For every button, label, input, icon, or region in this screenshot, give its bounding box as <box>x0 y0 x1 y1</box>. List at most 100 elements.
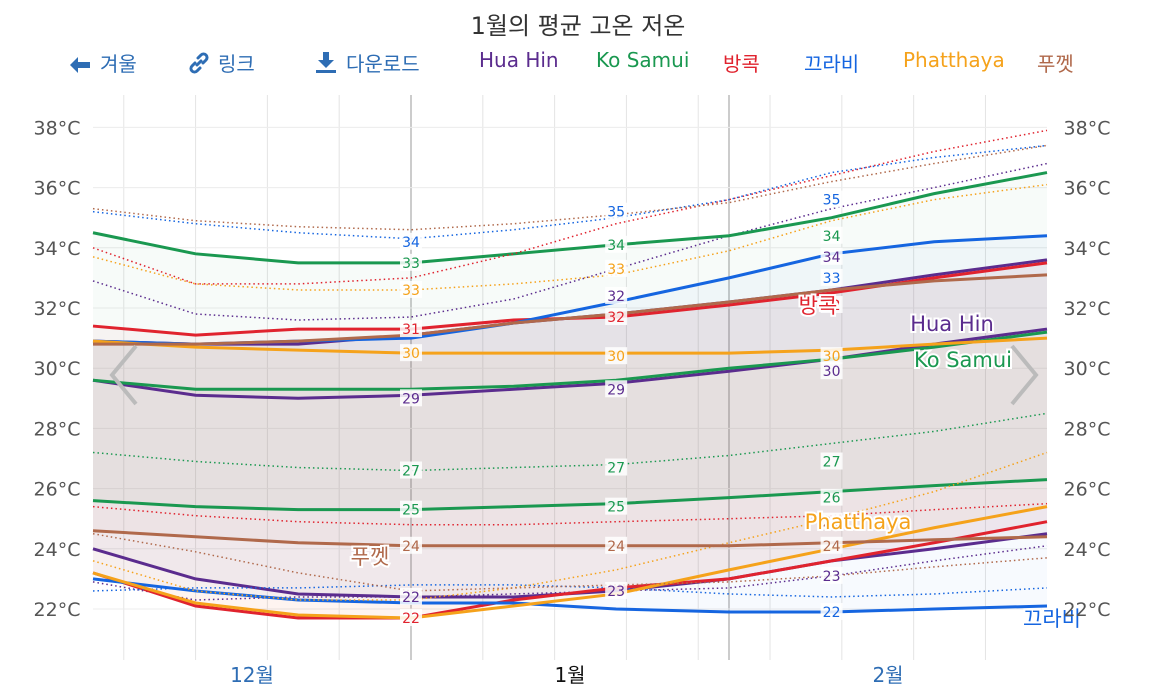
record-line <box>92 144 1048 240</box>
series-line <box>92 529 1048 548</box>
series-line <box>92 520 1048 620</box>
legend-label: 푸껫 <box>1037 52 1074 76</box>
record-line <box>92 451 1048 601</box>
legend-item-krabi[interactable]: 끄라비 <box>804 48 859 77</box>
y-tick-label-left: 34°C <box>34 238 81 260</box>
axes: 22°C 22°C 24°C 24°C 26°C 26°C 28°C 28°C 30°C 30°C… <box>34 117 1111 687</box>
value-label-bg <box>605 235 628 253</box>
value-label: 22 <box>402 590 420 606</box>
value-label: 35 <box>607 205 625 221</box>
value-label: 29 <box>402 391 420 407</box>
value-label: 29 <box>607 382 625 398</box>
value-label: 24 <box>402 539 420 555</box>
value-label: 27 <box>607 461 625 477</box>
y-tick-label-right: 36°C <box>1064 178 1111 200</box>
legend-item-phatthaya[interactable]: Phatthaya <box>903 48 1005 72</box>
series-annotation: 방콕 <box>799 294 838 318</box>
value-label-bg <box>605 458 628 476</box>
y-tick-label-right: 28°C <box>1064 418 1111 440</box>
series-line <box>92 505 1048 620</box>
value-label-bg <box>820 247 843 265</box>
back-button[interactable]: 겨울 <box>68 48 137 77</box>
value-label-bg <box>605 581 628 599</box>
value-label-bg <box>820 190 843 208</box>
toolbar: 겨울 링크 다운로드 Hua Hin Ko Samui 방콕 끄라비 Phatt… <box>0 48 1156 80</box>
arrow-left-icon <box>70 57 90 73</box>
record-line <box>92 412 1048 472</box>
value-label-bg <box>820 362 843 380</box>
back-label: 겨울 <box>100 52 137 76</box>
x-month-label: 12월 <box>230 663 274 687</box>
value-label: 25 <box>607 500 625 516</box>
download-label: 다운로드 <box>346 52 420 76</box>
y-tick-label-left: 24°C <box>34 539 81 561</box>
value-label: 32 <box>823 298 841 314</box>
legend-label: 방콕 <box>723 52 760 76</box>
series-line <box>92 336 1048 355</box>
value-label-bg <box>400 232 422 250</box>
record-line <box>92 584 1048 598</box>
value-label-bg <box>820 347 843 365</box>
legend-item-ko-samui[interactable]: Ko Samui <box>596 48 689 72</box>
y-tick-label-left: 36°C <box>34 178 81 200</box>
value-label: 30 <box>823 364 841 380</box>
value-label-bg <box>400 344 422 362</box>
x-month-label: 1월 <box>554 663 585 687</box>
legend-label: Phatthaya <box>903 48 1005 72</box>
y-tick-label-left: 32°C <box>34 298 81 320</box>
value-label: 24 <box>607 539 625 555</box>
legend-item-bangkok[interactable]: 방콕 <box>723 48 760 77</box>
value-label-bg <box>605 202 628 220</box>
link-button[interactable]: 링크 <box>188 48 255 77</box>
value-label: 32 <box>607 310 625 326</box>
value-label-bg <box>400 320 422 338</box>
series-annotation: 푸껫 <box>351 545 390 569</box>
series-annotation: Hua Hin <box>910 312 994 336</box>
value-label-bg <box>400 253 422 271</box>
y-tick-label-right: 38°C <box>1064 117 1111 139</box>
value-label: 33 <box>823 271 841 287</box>
record-line <box>92 144 1048 231</box>
chevron-right-icon[interactable] <box>1004 340 1044 410</box>
value-label: 33 <box>402 283 420 299</box>
value-label-bg <box>820 512 843 530</box>
value-label: 23 <box>823 569 841 585</box>
value-label: 27 <box>402 464 420 480</box>
record-line <box>92 502 1048 526</box>
value-label: 33 <box>402 256 420 272</box>
value-label: 31 <box>402 322 420 338</box>
legend-label: Ko Samui <box>596 48 690 72</box>
value-label-bg <box>820 603 843 621</box>
value-label: 34 <box>607 238 625 254</box>
record-line <box>92 183 1048 291</box>
value-label: 34 <box>823 250 841 266</box>
link-label: 링크 <box>218 52 255 76</box>
value-label-bg <box>820 268 843 286</box>
value-label: 34 <box>823 229 841 245</box>
value-label-bg <box>820 452 843 470</box>
series-line <box>92 330 1048 391</box>
chevron-left-icon[interactable] <box>104 340 144 410</box>
value-label-bg <box>820 226 843 244</box>
value-label-bg <box>605 308 628 326</box>
legend-item-hua-hin[interactable]: Hua Hin <box>479 48 559 72</box>
value-label: 30 <box>402 346 420 362</box>
legend-item-phuket[interactable]: 푸껫 <box>1037 48 1074 77</box>
series-annotation: Phatthaya <box>805 510 912 534</box>
record-line <box>92 129 1048 285</box>
value-label-bg <box>400 587 422 605</box>
value-label: 26 <box>823 491 841 507</box>
download-icon <box>316 52 336 73</box>
value-label: 34 <box>402 235 420 251</box>
series-annotation: Ko Samui <box>914 348 1012 372</box>
series-lines <box>92 129 1048 620</box>
value-label-bg <box>400 389 422 407</box>
value-label: 33 <box>607 262 625 278</box>
value-label-bg <box>820 295 843 313</box>
y-tick-label-right: 32°C <box>1064 298 1111 320</box>
value-label-bg <box>605 536 628 554</box>
legend-label: Hua Hin <box>479 48 559 72</box>
download-button[interactable]: 다운로드 <box>314 48 420 77</box>
value-label: 25 <box>402 503 420 519</box>
y-tick-label-right: 34°C <box>1064 238 1111 260</box>
